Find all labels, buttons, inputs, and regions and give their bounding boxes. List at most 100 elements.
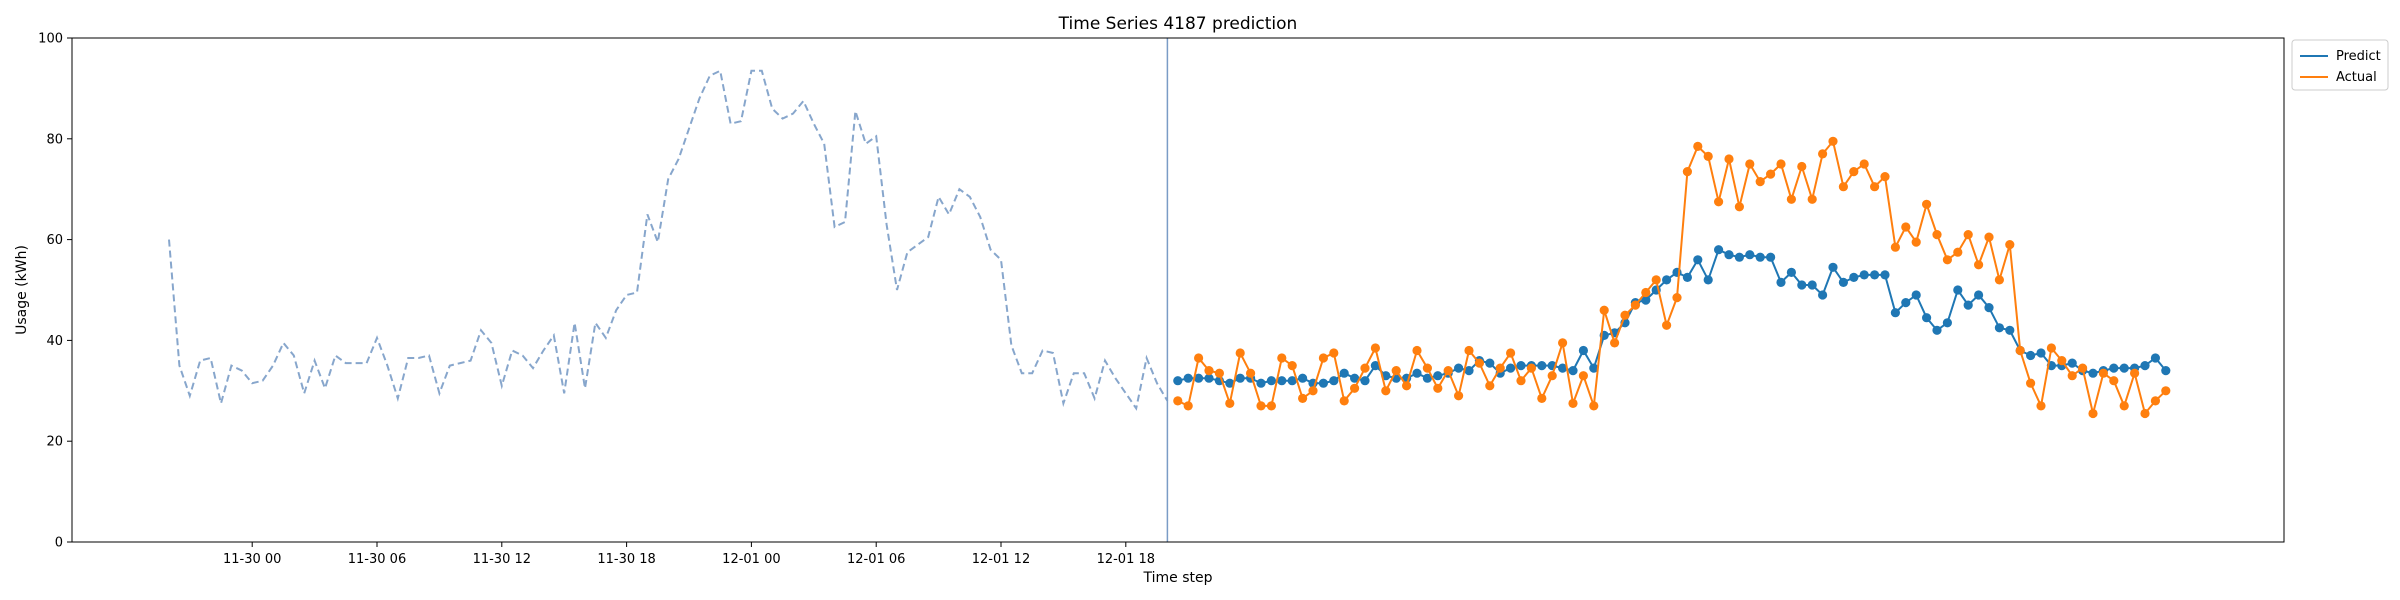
data-point-predict	[1963, 300, 1973, 310]
data-point-predict	[1682, 272, 1692, 282]
data-point-actual	[1391, 366, 1401, 376]
data-point-actual	[1464, 345, 1474, 356]
data-point-actual	[2026, 378, 2036, 388]
data-point-actual	[2057, 356, 2067, 366]
data-point-actual	[2140, 408, 2150, 419]
data-point-actual	[2088, 408, 2098, 419]
data-point-actual	[1911, 237, 1921, 247]
x-tick-label: 12-01 18	[1097, 552, 1155, 567]
series-actual	[1173, 136, 2171, 419]
data-point-actual	[1797, 161, 1807, 172]
data-point-actual	[1755, 177, 1765, 187]
data-point-actual	[1890, 242, 1900, 252]
x-axis-title: Time step	[1143, 570, 1213, 586]
data-point-predict	[1942, 318, 1952, 328]
y-tick-label: 20	[46, 435, 63, 450]
data-point-actual	[1776, 159, 1786, 169]
data-point-actual	[1932, 230, 1942, 240]
history-line	[168, 69, 1169, 411]
data-point-predict	[1828, 262, 1838, 272]
data-point-predict	[1506, 363, 1516, 373]
data-point-actual	[1246, 368, 1256, 378]
legend-label-actual: Actual	[2336, 70, 2377, 85]
data-point-actual	[1838, 182, 1848, 192]
data-point-actual	[1339, 396, 1349, 406]
data-point-predict	[1786, 267, 1796, 277]
legend: Predict Actual	[2291, 39, 2389, 91]
data-point-actual	[1901, 222, 1911, 232]
data-point-actual	[1589, 401, 1599, 411]
data-point-actual	[1734, 202, 1744, 212]
data-point-actual	[1610, 338, 1620, 348]
data-point-predict	[1235, 373, 1245, 383]
data-point-actual	[1849, 167, 1859, 177]
data-point-actual	[1225, 398, 1235, 408]
data-point-predict	[1776, 277, 1786, 287]
plot-layer	[168, 38, 2171, 542]
data-point-predict	[1974, 290, 1984, 300]
data-point-actual	[1558, 338, 1568, 348]
data-point-actual	[1682, 167, 1692, 177]
data-point-actual	[1214, 368, 1224, 378]
data-point-predict	[1714, 245, 1724, 255]
data-point-actual	[1880, 172, 1890, 182]
y-tick-label: 0	[55, 536, 63, 551]
data-point-predict	[2119, 363, 2129, 373]
data-point-actual	[1298, 393, 1308, 403]
data-point-actual	[1745, 159, 1755, 169]
data-point-predict	[1890, 308, 1900, 318]
data-point-predict	[1256, 378, 1266, 388]
data-point-predict	[2067, 358, 2077, 368]
data-point-predict	[1173, 376, 1183, 386]
series-line-actual	[1177, 139, 2167, 416]
data-point-predict	[1818, 290, 1828, 300]
data-point-predict	[1589, 363, 1599, 373]
data-point-actual	[1495, 363, 1505, 373]
data-point-predict	[1204, 373, 1214, 383]
data-point-actual	[1578, 371, 1588, 381]
data-point-actual	[1786, 194, 1796, 204]
data-point-predict	[1932, 325, 1942, 335]
data-point-predict	[2140, 361, 2150, 371]
data-point-actual	[1381, 386, 1391, 396]
data-point-predict	[2005, 325, 2015, 335]
data-point-predict	[1287, 376, 1297, 386]
data-point-actual	[1630, 300, 1640, 310]
series-predict	[1173, 245, 2171, 388]
data-point-actual	[2098, 368, 2108, 378]
data-point-actual	[1422, 363, 1432, 373]
data-point-actual	[1537, 393, 1547, 403]
data-point-predict	[1807, 280, 1817, 290]
data-point-predict	[1880, 270, 1890, 280]
data-point-actual	[1329, 348, 1339, 358]
data-point-predict	[1870, 270, 1880, 280]
data-point-actual	[1672, 293, 1682, 303]
data-point-actual	[1433, 383, 1443, 393]
data-point-predict	[2161, 366, 2171, 376]
x-tick-label: 12-01 06	[847, 552, 905, 567]
y-axis-title: Usage (kWh)	[14, 245, 30, 335]
data-point-predict	[1266, 376, 1276, 386]
data-point-actual	[1235, 348, 1245, 358]
data-point-predict	[1516, 361, 1526, 371]
plot-frame	[71, 37, 2285, 543]
data-point-actual	[1412, 345, 1422, 356]
data-point-actual	[1194, 353, 1204, 363]
data-point-predict	[1464, 366, 1474, 376]
data-point-predict	[1797, 280, 1807, 290]
x-tick-label: 12-01 00	[722, 552, 780, 567]
data-point-predict	[1922, 313, 1932, 323]
data-point-predict	[1329, 376, 1339, 386]
data-point-actual	[2150, 396, 2160, 406]
data-point-predict	[1641, 295, 1651, 305]
data-point-actual	[1953, 247, 1963, 257]
data-point-actual	[1599, 305, 1609, 315]
data-point-actual	[1568, 398, 1578, 408]
data-point-predict	[2026, 350, 2036, 361]
data-point-actual	[2109, 376, 2119, 386]
data-point-actual	[1204, 366, 1214, 376]
data-point-predict	[1298, 373, 1308, 383]
data-point-actual	[1277, 353, 1287, 363]
data-point-actual	[1662, 320, 1672, 330]
